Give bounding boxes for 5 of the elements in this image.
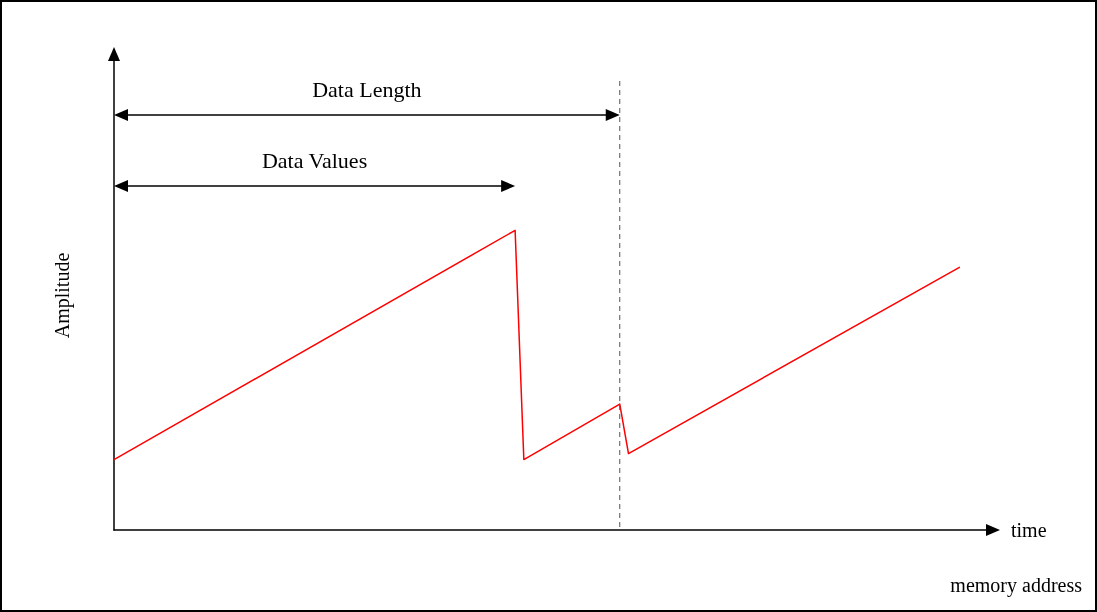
text: Data Length <box>312 77 422 102</box>
text: memory address <box>950 574 1083 597</box>
x-axis-title: time <box>1011 519 1047 541</box>
y-axis-title: Amplitude <box>51 252 74 339</box>
text: Data Values <box>261 148 368 173</box>
